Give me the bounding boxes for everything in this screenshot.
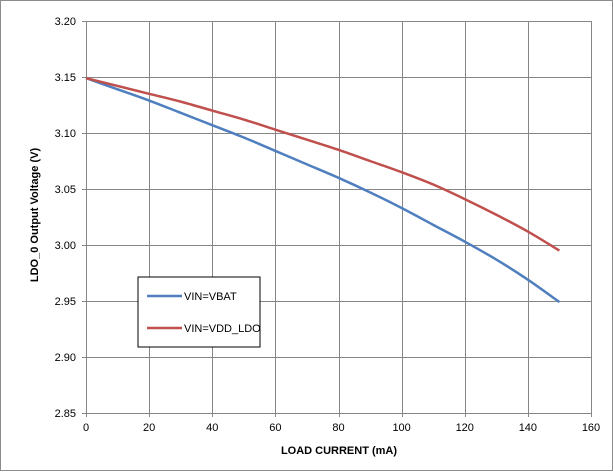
axes bbox=[82, 21, 592, 417]
y-tick-label: 3.10 bbox=[55, 128, 76, 140]
x-tick-label: 100 bbox=[392, 422, 410, 434]
legend-box bbox=[137, 276, 261, 348]
y-axis-title: LDO_0 Output Voltage (V) bbox=[29, 148, 41, 283]
x-tick-label: 60 bbox=[269, 422, 281, 434]
y-tick-label: 3.00 bbox=[55, 240, 76, 252]
y-tick-label: 3.15 bbox=[55, 72, 76, 84]
x-tick-label: 120 bbox=[456, 422, 474, 434]
y-tick-label: 2.90 bbox=[55, 352, 76, 364]
legend-label-vin-vbat: VIN=VBAT bbox=[184, 291, 237, 303]
y-tick-label: 3.20 bbox=[55, 16, 76, 28]
tick-labels: 0 20 40 60 80 100 120 140 160 2.85 2.90 2.95 3.00 3.0… bbox=[55, 16, 601, 434]
y-tick-label: 3.05 bbox=[55, 184, 76, 196]
series-line-vin-vdd-ldo bbox=[85, 76, 561, 252]
x-tick-label: 20 bbox=[143, 422, 155, 434]
x-tick-label: 80 bbox=[332, 422, 344, 434]
legend: VIN=VBAT VIN=VDD_LDO bbox=[137, 276, 261, 348]
x-axis-title: LOAD CURRENT (mA) bbox=[281, 445, 397, 457]
y-tick-label: 2.95 bbox=[55, 296, 76, 308]
legend-label-vin-vdd-ldo: VIN=VDD_LDO bbox=[184, 323, 261, 335]
grid-lines bbox=[86, 21, 592, 413]
series-lines bbox=[85, 76, 561, 304]
y-tick-label: 2.85 bbox=[55, 408, 76, 420]
x-tick-label: 0 bbox=[83, 422, 89, 434]
series-line-vin-vbat bbox=[85, 76, 561, 304]
x-tick-label: 160 bbox=[582, 422, 600, 434]
x-tick-label: 40 bbox=[206, 422, 218, 434]
x-tick-label: 140 bbox=[519, 422, 537, 434]
